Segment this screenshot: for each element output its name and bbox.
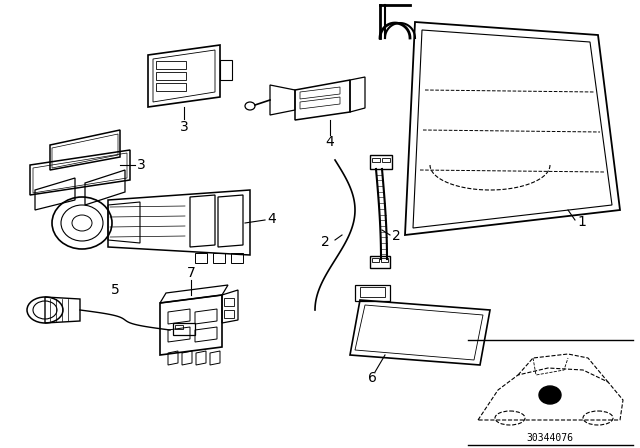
Bar xyxy=(173,323,195,335)
Text: 2: 2 xyxy=(392,229,401,243)
Bar xyxy=(175,325,183,329)
Bar xyxy=(213,253,225,263)
Bar xyxy=(382,158,390,162)
Text: 4: 4 xyxy=(326,135,334,149)
Bar xyxy=(231,253,243,263)
Bar xyxy=(220,60,232,80)
Bar xyxy=(156,83,186,91)
Bar xyxy=(224,310,234,318)
Bar xyxy=(156,72,186,80)
Bar xyxy=(370,155,392,169)
Bar xyxy=(360,287,385,297)
Text: 3: 3 xyxy=(137,158,146,172)
Text: 2: 2 xyxy=(321,235,330,249)
Bar xyxy=(156,61,186,69)
Text: 7: 7 xyxy=(187,266,195,280)
Text: 30344076: 30344076 xyxy=(527,433,573,443)
Bar xyxy=(372,258,379,262)
Text: 4: 4 xyxy=(267,212,276,226)
Text: 5: 5 xyxy=(111,283,120,297)
Bar xyxy=(372,158,380,162)
Text: 1: 1 xyxy=(577,215,586,229)
Bar xyxy=(355,285,390,301)
Bar xyxy=(381,258,388,262)
Text: 6: 6 xyxy=(367,371,376,385)
Bar xyxy=(195,253,207,263)
Text: 3: 3 xyxy=(180,120,188,134)
Ellipse shape xyxy=(539,386,561,404)
Bar xyxy=(370,256,390,268)
Bar xyxy=(224,298,234,306)
